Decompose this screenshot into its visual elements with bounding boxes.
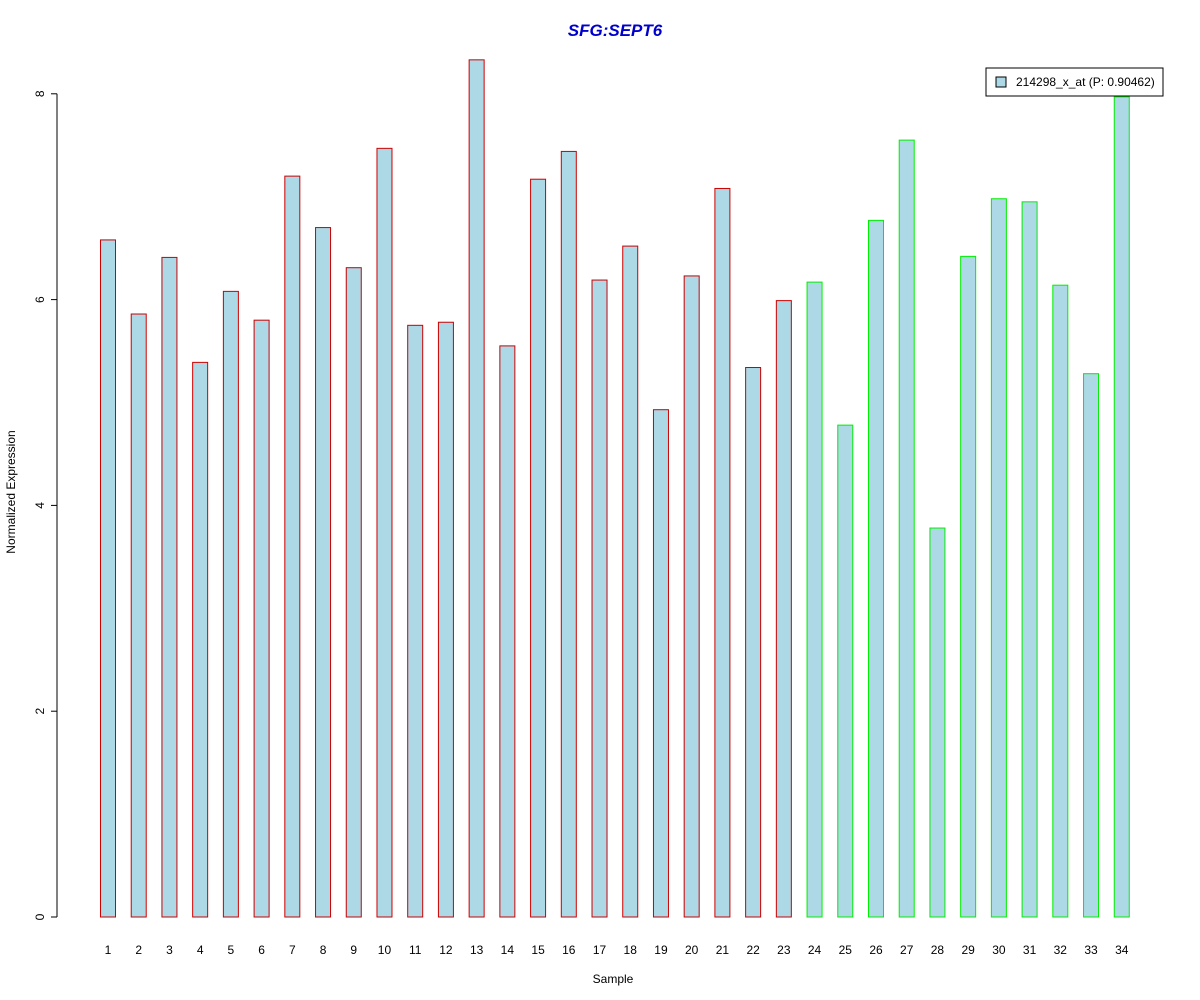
bar-sample-19 — [652, 409, 669, 918]
bar-sample-11 — [407, 324, 424, 918]
bar-sample-16 — [560, 150, 577, 918]
bar-sample-28 — [929, 527, 946, 918]
legend-swatch — [995, 76, 1007, 88]
y-tick-label: 6 — [33, 296, 47, 303]
x-tick-label: 23 — [777, 943, 791, 957]
x-tick-label: 27 — [900, 943, 914, 957]
x-tick-label: 6 — [258, 943, 265, 957]
x-tick-label: 9 — [350, 943, 357, 957]
bar-sample-6 — [253, 319, 270, 918]
x-tick-label: 12 — [439, 943, 453, 957]
x-tick-label: 16 — [562, 943, 576, 957]
bar-sample-30 — [990, 198, 1007, 918]
bar-sample-31 — [1021, 201, 1038, 918]
bar-sample-33 — [1083, 373, 1100, 918]
x-tick-label: 31 — [1023, 943, 1037, 957]
bar-sample-13 — [468, 59, 485, 918]
x-tick-label: 28 — [931, 943, 945, 957]
bar-sample-14 — [499, 345, 516, 918]
x-tick-label: 8 — [320, 943, 327, 957]
x-tick-label: 11 — [409, 943, 422, 957]
x-tick-label: 26 — [869, 943, 883, 957]
bar-sample-17 — [591, 279, 608, 918]
y-tick-label: 8 — [33, 90, 47, 97]
bars-group — [100, 59, 1130, 918]
x-tick-label: 3 — [166, 943, 173, 957]
bar-sample-29 — [960, 255, 977, 918]
bar-sample-22 — [745, 367, 762, 918]
x-tick-label: 14 — [501, 943, 515, 957]
bar-sample-8 — [315, 227, 332, 918]
x-tick-label: 21 — [716, 943, 730, 957]
x-tick-label: 24 — [808, 943, 822, 957]
bar-sample-7 — [284, 175, 301, 918]
x-tick-label: 2 — [135, 943, 142, 957]
bar-sample-3 — [161, 256, 178, 918]
x-tick-label: 34 — [1115, 943, 1129, 957]
bar-sample-12 — [437, 321, 454, 918]
x-tick-label: 15 — [531, 943, 545, 957]
legend-label: 214298_x_at (P: 0.90462) — [1016, 75, 1155, 89]
bar-sample-18 — [622, 245, 639, 918]
x-tick-label: 33 — [1084, 943, 1098, 957]
y-axis-title: Normalized Expression — [4, 430, 18, 553]
x-tick-labels: 1 2 3 4 5 6 7 8 9 10 11 12 13 14 15 16 17 18 19 20 21 22 23 24 2… — [105, 943, 1129, 957]
bar-sample-23 — [775, 300, 792, 918]
bar-sample-32 — [1052, 284, 1069, 918]
bar-sample-9 — [345, 267, 362, 918]
y-tick-label: 2 — [33, 708, 47, 715]
bar-sample-20 — [683, 275, 700, 918]
bar-sample-27 — [898, 139, 915, 918]
bar-sample-15 — [530, 178, 547, 918]
x-tick-label: 10 — [378, 943, 392, 957]
y-axis: 0 2 4 6 8 — [33, 90, 58, 920]
bar-sample-26 — [868, 219, 884, 918]
x-tick-label: 25 — [839, 943, 853, 957]
x-tick-label: 7 — [289, 943, 296, 957]
x-tick-label: 17 — [593, 943, 607, 957]
chart-title: SFG:SEPT6 — [568, 21, 663, 40]
bar-sample-1 — [100, 239, 116, 918]
x-tick-label: 30 — [992, 943, 1006, 957]
bar-sample-2 — [130, 313, 147, 918]
x-tick-label: 1 — [105, 943, 112, 957]
legend: 214298_x_at (P: 0.90462) — [985, 67, 1164, 97]
y-tick-label: 4 — [33, 502, 47, 509]
x-tick-label: 29 — [961, 943, 975, 957]
bar-sample-24 — [806, 281, 823, 918]
y-tick-label: 0 — [33, 913, 47, 920]
x-tick-label: 5 — [228, 943, 235, 957]
x-tick-label: 20 — [685, 943, 699, 957]
x-tick-label: 18 — [624, 943, 638, 957]
legend-box — [985, 67, 1164, 97]
bar-sample-21 — [714, 187, 731, 918]
bar-sample-34 — [1113, 96, 1130, 918]
x-axis-title: Sample — [593, 972, 634, 986]
x-tick-label: 22 — [746, 943, 760, 957]
bar-sample-5 — [222, 290, 239, 918]
bar-sample-4 — [192, 361, 209, 918]
bar-sample-25 — [837, 424, 854, 918]
x-tick-label: 13 — [470, 943, 484, 957]
x-tick-label: 32 — [1054, 943, 1068, 957]
x-tick-label: 19 — [654, 943, 668, 957]
x-tick-label: 4 — [197, 943, 204, 957]
bar-sample-10 — [376, 147, 393, 918]
